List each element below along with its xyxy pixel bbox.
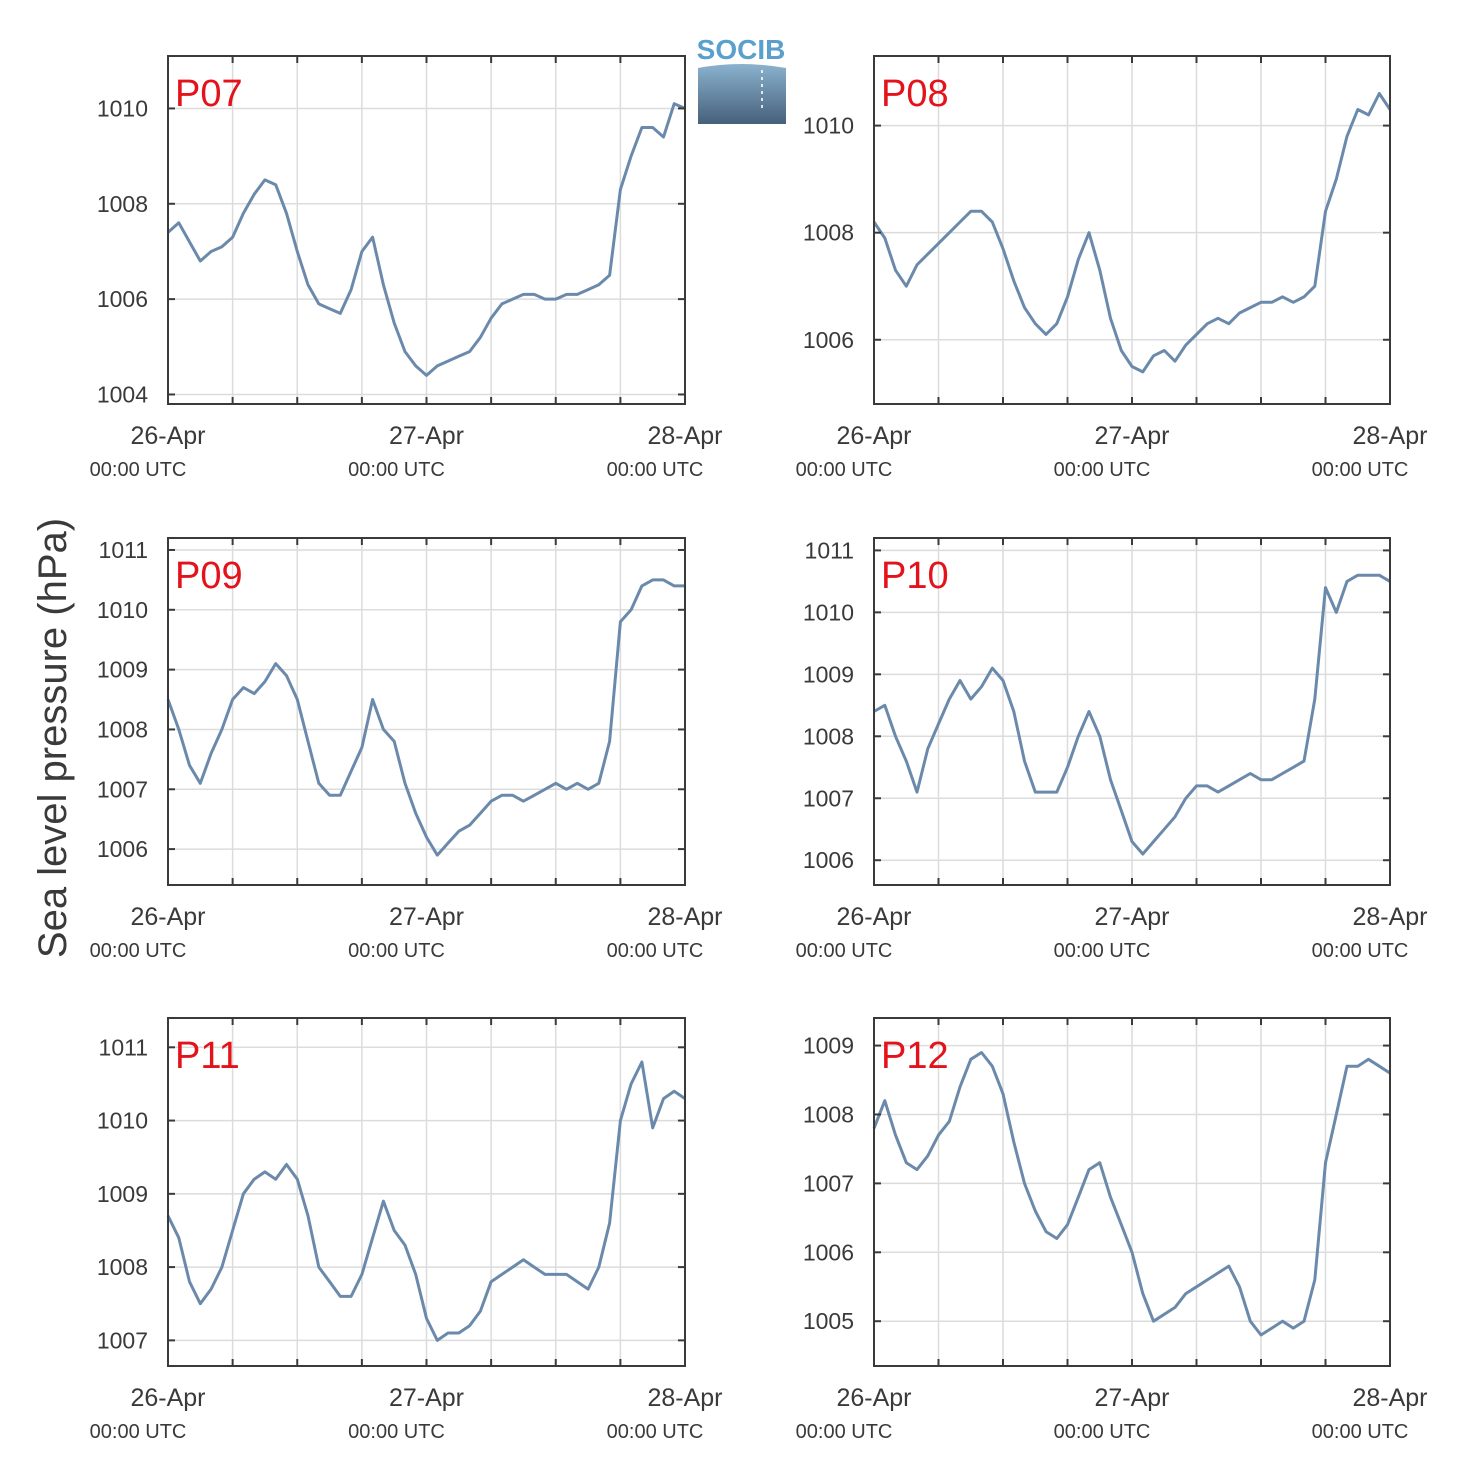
series-line [872,1051,1391,1337]
y-tick-label: 1010 [97,1108,148,1134]
y-tick-label: 1005 [803,1308,854,1334]
y-tick-label: 1010 [803,113,854,139]
y-tick-label: 1008 [97,1254,148,1280]
chart-panel-p08: 1006 1008 1010 26-Apr 00:00 UTC 27-Apr 00:00 U… [796,55,1428,481]
y-tick-label: 1011 [99,1034,148,1060]
x-tick-sublabel: 00:00 UTC [607,940,704,962]
x-tick-sublabel: 00:00 UTC [90,940,187,962]
panel-title: P11 [175,1035,240,1077]
x-tick-label: 28-Apr [647,1384,722,1412]
x-tick-label: 28-Apr [647,422,722,450]
y-tick-label: 1008 [97,716,148,742]
y-tick-label: 1009 [803,1033,854,1059]
x-tick-label: 28-Apr [1352,1384,1427,1412]
figure-ylabel: Sea level pressure (hPa) [31,518,75,958]
x-tick-label: 26-Apr [836,903,911,931]
y-tick-label: 1011 [99,537,148,563]
x-tick-sublabel: 00:00 UTC [1312,940,1409,962]
x-tick-sublabel: 00:00 UTC [348,1421,445,1443]
x-tick-sublabel: 00:00 UTC [1054,940,1151,962]
chart-panel-p11: 1007 1008 1009 1010 1011 26-Apr 00:00 UTC 27-Ap… [90,1017,723,1443]
x-tick-label: 27-Apr [389,422,464,450]
x-tick-label: 28-Apr [1352,422,1427,450]
x-tick-label: 27-Apr [389,1384,464,1412]
y-tick-label: 1009 [97,657,148,683]
logo-text: SOCIB [697,34,786,65]
y-tick-label: 1007 [803,1170,854,1196]
x-tick-sublabel: 00:00 UTC [348,940,445,962]
x-tick-sublabel: 00:00 UTC [348,459,445,481]
y-tick-label: 1007 [97,1327,148,1353]
panel-title: P12 [881,1035,949,1077]
x-tick-label: 27-Apr [1094,1384,1169,1412]
x-tick-sublabel: 00:00 UTC [1054,1421,1151,1443]
y-tick-label: 1010 [97,95,148,121]
chart-panel-p09: 1006 1007 1008 1009 1010 1011 26-Apr 00:00 UTC 2… [90,537,723,962]
y-tick-label: 1008 [97,191,148,217]
series-line [872,92,1392,374]
y-tick-label: 1008 [803,1101,854,1127]
x-tick-sublabel: 00:00 UTC [607,459,704,481]
y-tick-label: 1006 [803,847,854,873]
y-tick-label: 1004 [97,381,148,407]
chart-panel-p07: 1004 1006 1008 1010 26-Apr 00:00 UTC 27-Apr 00:… [90,55,723,481]
y-tick-label: 1006 [803,327,854,353]
y-tick-label: 1006 [97,836,148,862]
y-tick-label: 1011 [805,537,854,563]
x-tick-sublabel: 00:00 UTC [607,1421,704,1443]
series-line [166,578,685,857]
y-tick-label: 1010 [97,597,148,623]
y-tick-label: 1010 [803,599,854,625]
y-tick-label: 1007 [97,776,148,802]
x-tick-sublabel: 00:00 UTC [1312,1421,1409,1443]
x-tick-sublabel: 00:00 UTC [796,940,893,962]
x-tick-label: 28-Apr [647,903,722,931]
x-tick-label: 27-Apr [1094,903,1169,931]
x-tick-label: 27-Apr [389,903,464,931]
x-tick-label: 26-Apr [836,1384,911,1412]
x-tick-sublabel: 00:00 UTC [90,1421,187,1443]
x-tick-sublabel: 00:00 UTC [796,1421,893,1443]
x-tick-label: 26-Apr [130,903,205,931]
y-tick-label: 1008 [803,723,854,749]
chart-panel-p12: 1005 1006 1007 1008 1009 26-Apr 00:00 UTC 27-Ap… [796,1017,1428,1443]
x-tick-label: 26-Apr [130,422,205,450]
x-tick-sublabel: 00:00 UTC [1312,459,1409,481]
x-tick-label: 28-Apr [1352,903,1427,931]
panel-title: P07 [175,73,243,115]
x-tick-label: 27-Apr [1094,422,1169,450]
y-tick-label: 1006 [97,286,148,312]
y-tick-label: 1007 [803,785,854,811]
series-line [167,102,686,377]
y-tick-label: 1008 [803,220,854,246]
x-tick-label: 26-Apr [130,1384,205,1412]
x-tick-label: 26-Apr [836,422,911,450]
series-line [873,573,1391,856]
x-tick-sublabel: 00:00 UTC [796,459,893,481]
y-tick-label: 1009 [97,1181,148,1207]
series-line [166,1060,686,1342]
panel-title: P10 [881,555,949,597]
x-tick-sublabel: 00:00 UTC [1054,459,1151,481]
y-tick-label: 1006 [803,1239,854,1265]
x-tick-sublabel: 00:00 UTC [90,459,187,481]
panel-title: P08 [881,73,949,115]
panel-title: P09 [175,555,243,597]
chart-panel-p10: 1006 1007 1008 1009 1010 1011 26-Apr 00:00 UTC 2… [796,537,1428,962]
y-tick-label: 1009 [803,661,854,687]
socib-logo: SOCIB [697,34,786,124]
